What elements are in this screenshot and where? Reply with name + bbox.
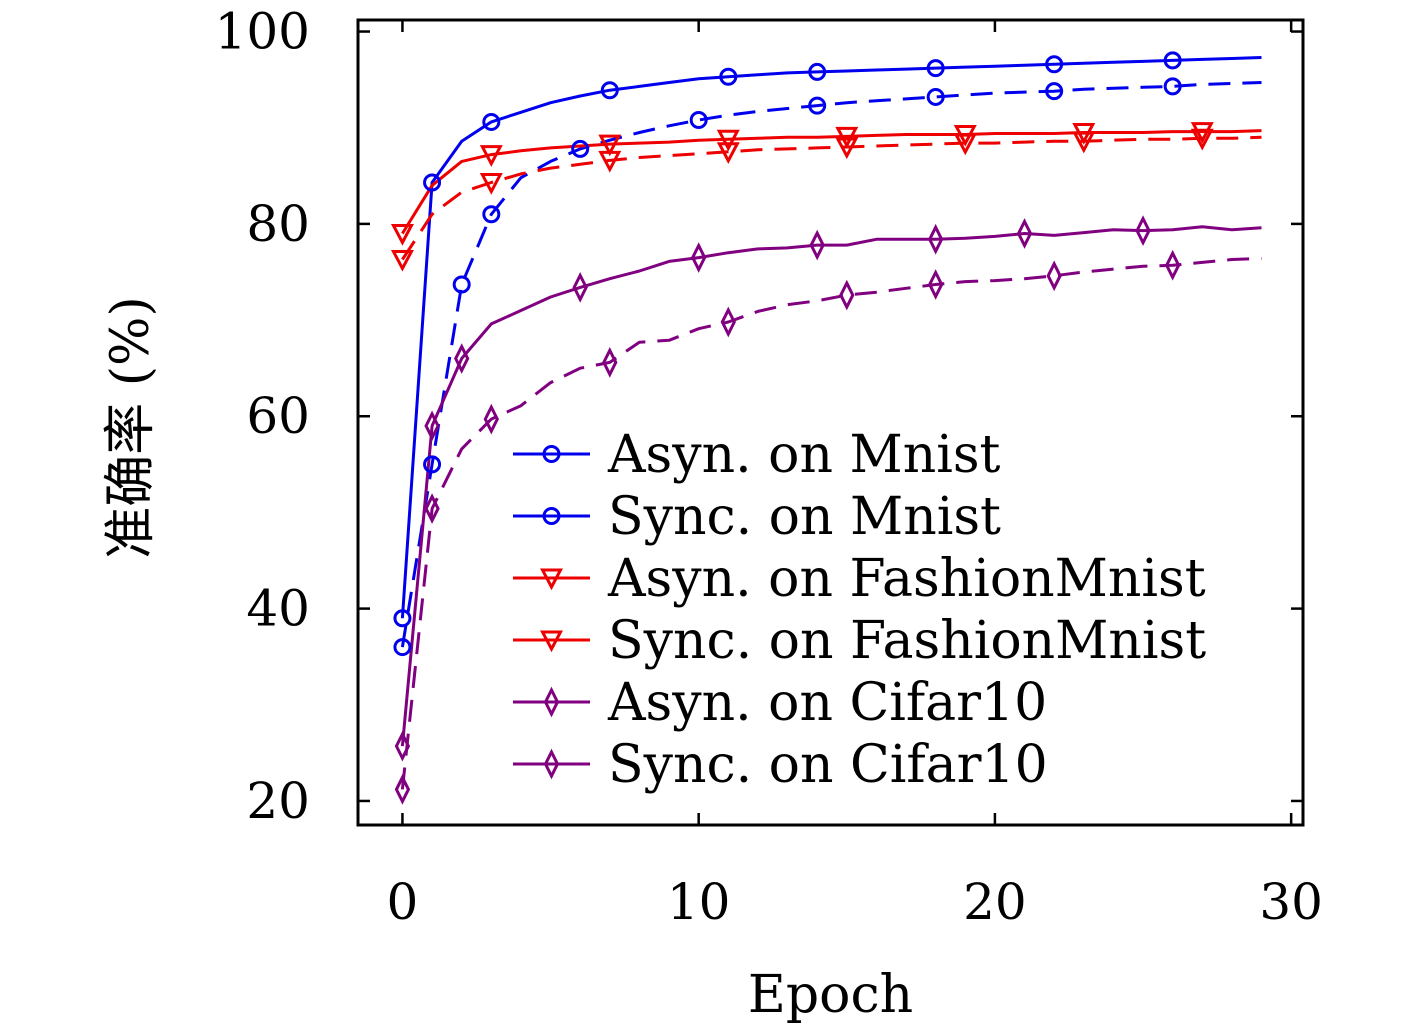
series-marker-6 <box>927 269 944 300</box>
series-marker-4 <box>835 137 859 160</box>
series-line-5 <box>400 225 1262 747</box>
series-marker-1 <box>926 59 945 78</box>
series-marker-2 <box>452 275 471 294</box>
series-marker-1 <box>1045 55 1064 74</box>
series-marker-5 <box>454 343 470 374</box>
series-marker-4 <box>598 150 622 173</box>
plot-frame <box>356 18 1305 827</box>
legend-swatch-marker <box>540 568 563 591</box>
series-marker-2 <box>423 455 442 474</box>
series-marker-1 <box>423 173 442 192</box>
series-marker-6 <box>839 279 855 311</box>
legend-swatch-marker <box>542 507 561 525</box>
legend-label: Sync. on Mnist <box>608 487 1001 547</box>
legend-label: Asyn. on FashionMnist <box>607 549 1206 609</box>
series-marker-4 <box>479 173 503 195</box>
series-marker-3 <box>598 134 622 157</box>
series-marker-4 <box>1190 128 1214 151</box>
y-axis-label: 准确率 (%) <box>101 296 161 559</box>
series-marker-1 <box>600 81 619 100</box>
series-line-1 <box>400 56 1262 619</box>
y-tick-label: 100 <box>215 3 310 61</box>
series-marker-3 <box>1190 122 1214 144</box>
series-marker-2 <box>689 111 708 130</box>
series-lines <box>400 56 1262 790</box>
series-marker-4 <box>1072 131 1096 154</box>
x-tick-label: 20 <box>963 873 1027 931</box>
y-tick-label: 60 <box>246 387 310 445</box>
series-marker-3 <box>479 145 503 167</box>
series-marker-6 <box>1164 249 1181 281</box>
x-tick-label: 10 <box>667 873 731 931</box>
series-marker-2 <box>482 205 501 224</box>
series-marker-5 <box>572 272 588 303</box>
y-tick-label: 80 <box>246 195 310 253</box>
series-marker-2 <box>926 87 945 106</box>
series-marker-1 <box>1163 51 1182 70</box>
legend-label: Sync. on FashionMnist <box>608 611 1206 671</box>
series-marker-5 <box>394 730 411 762</box>
series-marker-6 <box>424 493 440 524</box>
series-marker-6 <box>483 403 499 435</box>
series-marker-3 <box>390 224 414 246</box>
legend-label: Asyn. on Mnist <box>607 425 1001 485</box>
series-marker-5 <box>809 229 825 261</box>
legend-swatch-marker <box>543 686 560 718</box>
x-axis-label: Epoch <box>748 965 913 1025</box>
series-marker-1 <box>393 609 412 628</box>
series-marker-6 <box>394 774 411 805</box>
axis-ticks <box>358 20 1303 825</box>
series-markers <box>390 51 1214 805</box>
series-marker-4 <box>716 142 740 164</box>
x-tick-label: 30 <box>1259 873 1323 931</box>
series-marker-5 <box>927 223 944 255</box>
y-tick-label: 40 <box>246 580 310 638</box>
series-marker-1 <box>808 62 827 81</box>
series-line-6 <box>400 257 1262 790</box>
legend-swatch-marker <box>542 445 561 463</box>
series-marker-1 <box>719 67 738 86</box>
legend-swatch-marker <box>540 630 563 653</box>
series-marker-5 <box>1016 218 1033 249</box>
series-line-3 <box>401 129 1262 235</box>
series-marker-5 <box>690 242 707 273</box>
y-tick-label: 20 <box>246 772 310 830</box>
series-marker-4 <box>953 133 977 156</box>
legend-swatch-marker <box>543 748 560 780</box>
x-tick-label: 0 <box>387 873 419 931</box>
series-marker-2 <box>808 96 827 115</box>
series-marker-3 <box>716 129 740 152</box>
series-marker-6 <box>602 347 618 378</box>
series-marker-2 <box>571 139 590 158</box>
legend-label: Sync. on Cifar10 <box>608 735 1048 795</box>
series-line-2 <box>400 81 1262 648</box>
tick-labels: 0 10 20 30 20 40 60 80 100 <box>215 3 1323 931</box>
series-marker-3 <box>835 126 859 149</box>
series-marker-5 <box>1135 215 1151 246</box>
series-marker-6 <box>720 306 736 338</box>
series-marker-2 <box>1045 82 1064 101</box>
series-marker-2 <box>393 638 412 657</box>
series-marker-2 <box>1163 77 1182 96</box>
series-line-4 <box>401 135 1262 261</box>
series-marker-6 <box>1046 260 1062 292</box>
series-marker-5 <box>424 410 440 442</box>
series-marker-1 <box>482 112 501 131</box>
series-marker-4 <box>390 249 414 272</box>
legend-label: Asyn. on Cifar10 <box>607 673 1047 733</box>
